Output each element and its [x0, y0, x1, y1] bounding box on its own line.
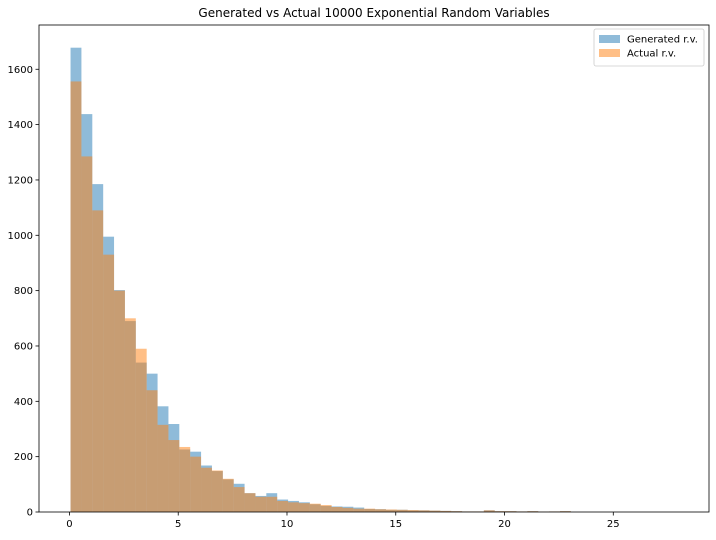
legend-swatch: [599, 49, 620, 57]
bar: [103, 255, 114, 512]
bars-layer: [71, 48, 571, 512]
series-2: [71, 81, 571, 512]
y-tick-label: 1600: [8, 65, 33, 76]
bar: [353, 509, 364, 512]
bar: [321, 505, 332, 512]
x-tick-label: 15: [389, 519, 402, 530]
legend: Generated r.v. Actual r.v.: [594, 29, 704, 66]
bar: [212, 470, 223, 512]
legend-swatch: [599, 35, 620, 43]
bar: [114, 291, 125, 512]
bar: [168, 440, 179, 512]
chart-title: Generated vs Actual 10000 Exponential Ra…: [198, 6, 549, 20]
bar: [332, 507, 343, 512]
y-tick-label: 0: [27, 508, 33, 519]
bar: [342, 508, 353, 512]
bar: [179, 447, 190, 512]
y-tick-label: 800: [14, 286, 33, 297]
bar: [125, 318, 136, 512]
bar: [158, 425, 169, 512]
bar: [245, 493, 256, 512]
x-tick-label: 0: [66, 519, 72, 530]
y-tick-label: 1000: [8, 231, 33, 242]
bar: [299, 503, 310, 512]
bar: [310, 504, 321, 512]
bar: [71, 81, 82, 512]
bar: [234, 487, 245, 512]
bar: [201, 468, 212, 512]
y-tick-label: 600: [14, 341, 33, 352]
bar: [266, 497, 277, 512]
y-tick-label: 1400: [8, 120, 33, 131]
x-tick-label: 10: [281, 519, 294, 530]
x-tick-label: 5: [175, 519, 181, 530]
legend-label: Generated r.v.: [627, 35, 698, 46]
y-tick-label: 200: [14, 452, 33, 463]
bar: [255, 497, 266, 512]
x-tick-label: 20: [498, 519, 511, 530]
bar: [147, 390, 158, 512]
bar: [223, 479, 234, 512]
bar: [288, 502, 299, 512]
bar: [277, 501, 288, 512]
bar: [190, 457, 201, 512]
bar: [364, 509, 375, 512]
bar: [375, 509, 386, 512]
bar: [92, 210, 103, 512]
y-tick-label: 400: [14, 397, 33, 408]
y-tick-label: 1200: [8, 175, 33, 186]
bar: [136, 349, 147, 512]
legend-label: Actual r.v.: [627, 49, 676, 60]
x-tick-label: 25: [607, 519, 620, 530]
bar: [81, 156, 92, 512]
